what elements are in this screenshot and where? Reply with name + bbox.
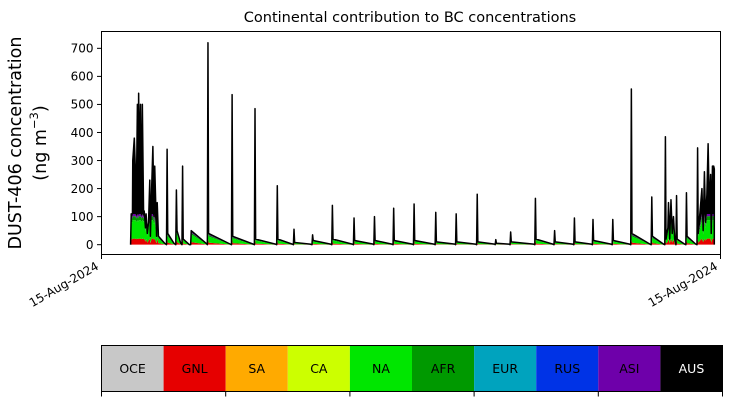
area-gnl	[130, 238, 715, 245]
legend-swatch-afr	[412, 345, 475, 392]
y-tick-label: 300	[71, 154, 94, 168]
y-tick-label: 400	[71, 126, 94, 140]
legend-label-aus: AUS	[679, 361, 705, 376]
y-axis: 0 100 200 300 400 500 600 700	[71, 42, 102, 252]
legend-swatch-gnl	[163, 345, 226, 392]
plot-area	[129, 41, 716, 246]
plot-frame	[101, 31, 721, 255]
x-tick-label: 15-Aug-2024	[646, 259, 720, 310]
x-tick-label: 15-Aug-2024	[27, 259, 101, 310]
y-tick-label: 600	[71, 70, 94, 84]
y-tick-label: 200	[71, 182, 94, 196]
y-tick-label: 500	[71, 98, 94, 112]
legend-swatch-asi	[598, 345, 661, 392]
legend-label-na: NA	[372, 361, 390, 376]
y-axis-unit-sup: −3	[27, 112, 41, 129]
legend-label-rus: RUS	[554, 361, 580, 376]
y-tick-label: 100	[71, 210, 94, 224]
area-aus	[130, 42, 715, 245]
y-axis-label: DUST-406 concentration (ng m−3)	[6, 37, 51, 250]
y-axis-label-line1: DUST-406 concentration	[6, 37, 26, 250]
legend-swatch-rus	[536, 345, 599, 392]
legend-label-sa: SA	[248, 361, 265, 376]
chart-title: Continental contribution to BC concentra…	[244, 10, 576, 26]
y-tick-label: 0	[86, 238, 94, 252]
y-tick-label: 700	[71, 42, 94, 56]
y-axis-unit-pre: (ng m	[31, 129, 51, 181]
legend-swatch-na	[349, 345, 412, 392]
y-axis-label-line2: (ng m−3)	[27, 105, 51, 180]
area-na	[130, 220, 715, 245]
legend-label-gnl: GNL	[182, 361, 208, 376]
legend-swatch-ca	[287, 345, 350, 392]
legend-swatch-eur	[474, 345, 537, 392]
y-axis-unit-post: )	[31, 105, 51, 112]
total-concentration-line	[129, 41, 716, 246]
legend-label-asi: ASI	[619, 361, 639, 376]
legend-label-ca: CA	[310, 361, 328, 376]
x-axis: 15-Aug-2024 15-Aug-2024	[27, 254, 721, 310]
legend-swatch-aus	[660, 345, 723, 392]
legend-frame	[101, 345, 723, 392]
legend-colorbar: OCE GNL SA CA NA AFR EUR RUS ASI AUS	[101, 345, 723, 397]
legend-swatch-oce	[101, 345, 164, 392]
legend-label-afr: AFR	[431, 361, 456, 376]
legend-swatch-sa	[225, 345, 288, 392]
legend-label-oce: OCE	[119, 361, 146, 376]
legend-label-eur: EUR	[492, 361, 518, 376]
